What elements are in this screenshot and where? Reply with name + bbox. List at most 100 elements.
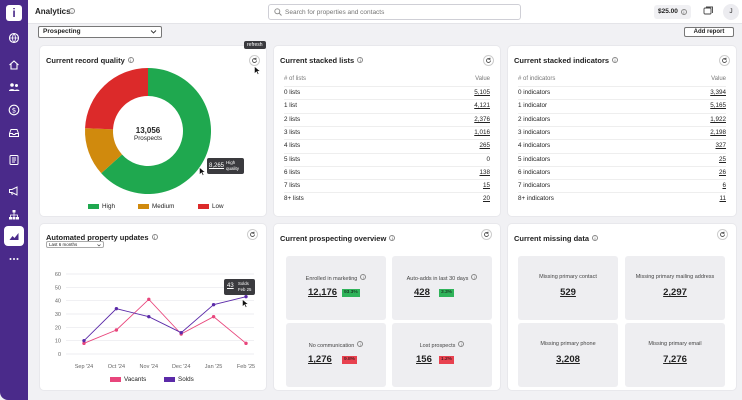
row-value-link[interactable]: 2,376 (474, 115, 490, 123)
search-bar[interactable] (268, 4, 521, 20)
sidebar-item-lists[interactable] (4, 150, 24, 170)
legend-item[interactable]: High (88, 203, 115, 210)
view-dropdown[interactable]: Prospecting (38, 26, 162, 38)
info-icon: i (357, 341, 364, 347)
table-row: 8+ lists 20 (284, 192, 490, 205)
row-value-link[interactable]: 1,016 (474, 128, 490, 136)
donut-slice-low[interactable] (85, 68, 148, 130)
info-icon[interactable]: i (151, 234, 158, 240)
data-point-vacants[interactable] (147, 297, 151, 302)
metric-label: No communication i (286, 341, 386, 349)
metric-value[interactable]: 7,276 (663, 354, 687, 365)
sidebar-item-home[interactable] (4, 55, 24, 75)
metric-tile[interactable]: Missing primary mailing address 2,297 (625, 256, 725, 320)
refresh-button[interactable] (249, 55, 260, 66)
row-value-link[interactable]: 26 (718, 168, 726, 176)
row-value-link[interactable]: 3,394 (710, 89, 726, 96)
refresh-icon (720, 231, 725, 237)
sidebar-item-inbox[interactable] (4, 123, 24, 143)
metric-value[interactable]: 12,176 (308, 287, 338, 298)
metric-tile[interactable]: Enrolled in marketing i 12,176 93.3% (286, 256, 386, 320)
table-row: 7 lists 15 (284, 179, 490, 192)
data-point-vacants[interactable] (114, 328, 119, 332)
row-value-link[interactable]: 5,165 (710, 102, 726, 110)
series-line-solds (83, 296, 247, 341)
data-point-solds[interactable] (211, 302, 216, 307)
info-icon[interactable]: i (592, 235, 599, 241)
info-icon[interactable]: i (389, 235, 396, 241)
metric-tile[interactable]: Missing primary email 7,276 (625, 323, 725, 387)
search-input[interactable] (285, 7, 515, 18)
messages-icon[interactable] (703, 6, 714, 17)
data-point-vacants[interactable] (211, 314, 216, 319)
data-point-vacants[interactable] (244, 341, 248, 346)
row-value-link[interactable]: 15 (482, 182, 490, 190)
metric-tile[interactable]: Auto-adds in last 30 days i 428 3.3% (392, 256, 492, 320)
refresh-button[interactable] (719, 55, 730, 66)
sidebar-item-settings[interactable] (4, 28, 24, 48)
info-icon[interactable]: i (612, 57, 619, 63)
metric-value[interactable]: 156 (416, 354, 432, 365)
sidebar-item-marketing[interactable] (4, 181, 24, 201)
data-point-solds[interactable] (114, 306, 119, 311)
row-label: 3 lists (284, 128, 301, 136)
svg-text:$: $ (12, 107, 16, 115)
row-value-link[interactable]: 2,198 (710, 128, 726, 136)
row-value-link[interactable]: 25 (718, 155, 726, 163)
metric-value[interactable]: 3,208 (556, 354, 580, 365)
refresh-button[interactable] (481, 229, 492, 240)
metric-value[interactable]: 1,276 (308, 354, 332, 365)
user-avatar[interactable]: J (723, 4, 739, 20)
data-point-solds[interactable] (82, 338, 86, 343)
add-report-button[interactable]: Add report (684, 27, 734, 37)
data-point-vacants[interactable] (82, 341, 86, 346)
refresh-button[interactable] (717, 229, 728, 240)
credit-balance[interactable]: $25.00 i (654, 5, 691, 19)
sidebar-item-more[interactable] (4, 249, 24, 269)
info-icon[interactable]: i (127, 57, 134, 63)
row-value-link[interactable]: 327 (715, 142, 726, 150)
metric-value[interactable]: 428 (414, 287, 430, 298)
row-value-link[interactable]: 11 (719, 195, 726, 203)
data-point-solds[interactable] (179, 330, 183, 335)
sidebar-item-analytics[interactable] (4, 226, 24, 246)
sidebar-item-contacts[interactable] (4, 77, 24, 97)
metric-tile[interactable]: Lost prospects i 156 1.2% (392, 323, 492, 387)
row-value-link[interactable]: 5,105 (474, 89, 490, 96)
card-title: Current record quality i (46, 56, 134, 65)
table-row: 4 indicators 327 (518, 139, 726, 152)
legend-label: Vacants (124, 376, 147, 383)
row-value-link[interactable]: 265 (479, 142, 490, 150)
legend-item[interactable]: Vacants (110, 376, 146, 383)
row-value-link[interactable]: 20 (482, 195, 490, 203)
x-tick-label: Feb '25 (237, 364, 255, 370)
info-icon[interactable]: i (357, 57, 364, 63)
y-tick-label: 40 (55, 299, 61, 305)
metric-value[interactable]: 2,297 (663, 287, 687, 298)
metric-tile[interactable]: Missing primary phone 3,208 (518, 323, 618, 387)
legend-item[interactable]: Low (198, 203, 224, 210)
donut-slice-high[interactable] (101, 68, 211, 195)
data-point-solds[interactable] (147, 314, 151, 319)
metric-tile[interactable]: No communication i 1,276 9.8% (286, 323, 386, 387)
info-icon: i (680, 9, 687, 15)
metric-tile[interactable]: Missing primary contact 529 (518, 256, 618, 320)
sidebar-item-structure[interactable] (4, 205, 24, 225)
series-line-vacants (83, 298, 247, 344)
legend-item[interactable]: Solds (164, 376, 194, 383)
legend-item[interactable]: Medium (138, 203, 174, 210)
app-logo[interactable]: i (6, 5, 22, 21)
donut-slice-medium[interactable] (85, 128, 123, 174)
row-value-link[interactable]: 4,121 (474, 102, 490, 110)
range-dropdown[interactable]: Last 6 months (46, 241, 104, 248)
sidebar-item-finance[interactable]: $ (4, 100, 24, 120)
info-icon[interactable]: i (69, 8, 75, 16)
x-tick-label: Oct '24 (108, 364, 125, 370)
row-value-link[interactable]: 1,922 (710, 115, 726, 123)
refresh-button[interactable] (483, 55, 494, 66)
row-value-link[interactable]: 6 (722, 182, 726, 190)
data-point-solds[interactable] (244, 294, 248, 299)
metric-value[interactable]: 529 (560, 287, 576, 298)
refresh-button[interactable] (247, 229, 258, 240)
row-value-link[interactable]: 138 (479, 168, 490, 176)
